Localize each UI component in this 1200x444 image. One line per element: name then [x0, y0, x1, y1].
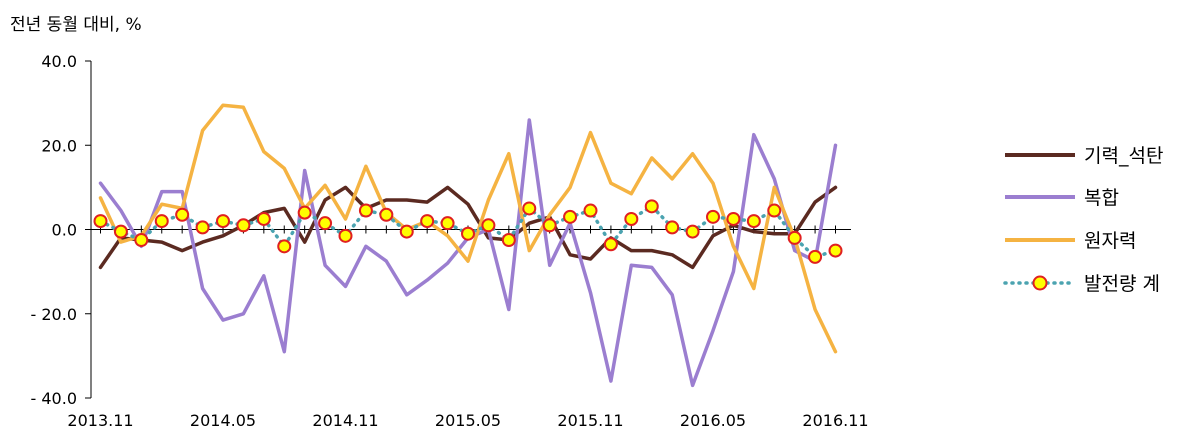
- series-4-marker: [706, 209, 720, 224]
- legend-label-4: 발전량 계: [1084, 273, 1160, 295]
- series-4-marker: [338, 228, 353, 243]
- series-4-marker: [216, 214, 230, 229]
- series-4-marker: [603, 237, 618, 252]
- series-line-1: [98, 185, 838, 270]
- x-tick-label: 2014.11: [312, 411, 378, 430]
- series-4-marker: [685, 224, 700, 239]
- series-4-marker: [481, 218, 496, 233]
- series-line-2: [98, 118, 838, 388]
- y-tick-label: - 20.0: [31, 305, 77, 324]
- series-4-marker: [175, 207, 190, 222]
- series-4-marker: [277, 239, 292, 254]
- x-tick-label: 2015.05: [435, 411, 501, 430]
- series-4-marker: [358, 203, 373, 218]
- series-4-marker: [461, 226, 475, 241]
- legend-label-3: 원자력: [1084, 230, 1136, 252]
- series-4-marker: [644, 199, 659, 214]
- series-4-marker: [767, 203, 782, 218]
- series-4-marker: [93, 214, 108, 229]
- x-tick-label: 2016.11: [802, 411, 868, 430]
- series-4-marker: [665, 220, 680, 235]
- series-4-marker: [522, 201, 537, 216]
- y-tick-label: 20.0: [41, 136, 77, 155]
- series-4-marker: [236, 218, 251, 233]
- x-tick-label: 2015.11: [557, 411, 623, 430]
- legend-label-2: 복합: [1084, 187, 1119, 209]
- series-4-marker: [195, 220, 210, 235]
- x-tick-label: 2014.05: [190, 411, 256, 430]
- series-4-marker: [726, 211, 741, 226]
- series-4-marker: [440, 216, 455, 231]
- series-4-marker: [154, 214, 169, 229]
- series-4-marker: [256, 211, 271, 226]
- series-4-marker: [134, 233, 149, 248]
- series-4-marker: [542, 218, 557, 233]
- legend-marker-4: [1032, 275, 1048, 291]
- series-4-marker: [297, 205, 312, 220]
- series-4-marker: [583, 203, 598, 218]
- series-4-marker: [501, 233, 516, 248]
- series-4-marker: [808, 249, 823, 264]
- x-tick-label: 2013.11: [67, 411, 133, 430]
- series-4-marker: [318, 216, 333, 231]
- series-line-3: [98, 103, 838, 354]
- series-4-marker: [624, 211, 639, 226]
- y-tick-label: 0.0: [52, 221, 77, 240]
- series-4-marker: [746, 214, 761, 229]
- series-4-marker: [828, 243, 843, 258]
- series-4-marker: [420, 214, 435, 229]
- series-4-marker: [563, 209, 578, 224]
- x-tick-label: 2016.05: [680, 411, 746, 430]
- series-4-marker: [399, 224, 414, 239]
- y-tick-label: - 40.0: [31, 389, 77, 408]
- legend-label-1: 기력_석탄: [1084, 145, 1163, 167]
- series-4-marker: [379, 207, 394, 222]
- series-4-marker: [113, 224, 128, 239]
- y-tick-label: 40.0: [41, 52, 77, 71]
- series-4-marker: [787, 230, 802, 245]
- series-layer: [93, 103, 843, 388]
- y-axis-label: 전년 동월 대비, %: [10, 15, 142, 35]
